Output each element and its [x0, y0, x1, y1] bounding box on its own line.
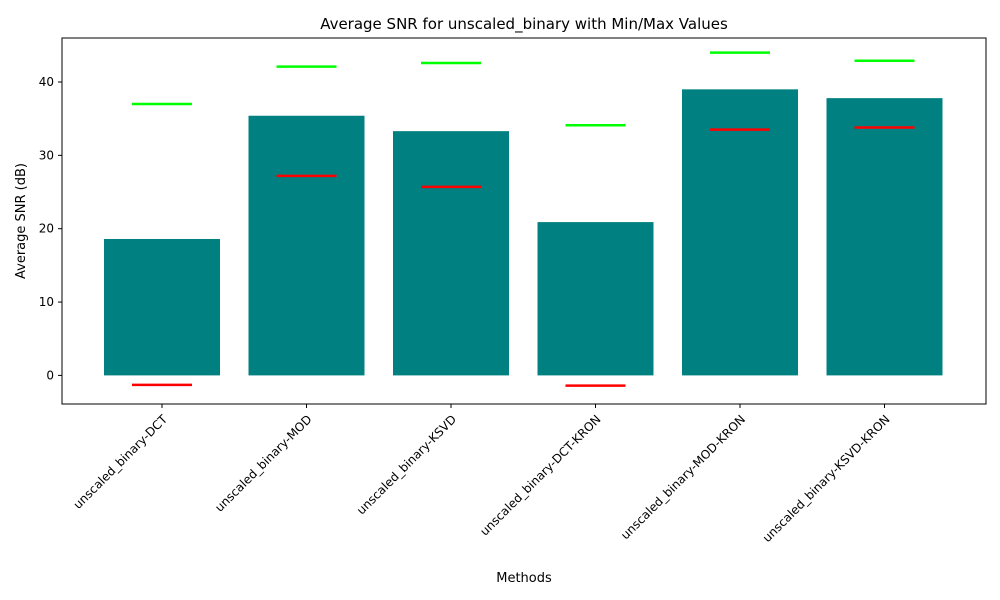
x-tick-label: unscaled_binary-DCT: [71, 412, 171, 512]
bar: [393, 131, 509, 376]
y-tick-label: 20: [39, 222, 54, 236]
x-tick-label: unscaled_binary-KSVD: [354, 412, 459, 517]
bar: [104, 238, 220, 376]
x-tick-label: unscaled_binary-MOD-KRON: [618, 412, 748, 542]
bar: [826, 98, 943, 376]
x-tick-label: unscaled_binary-DCT-KRON: [477, 412, 603, 538]
bars-layer: [104, 89, 943, 376]
x-tick-label: unscaled_binary-MOD: [212, 412, 314, 514]
minmax-markers: [132, 51, 915, 387]
y-tick-label: 10: [39, 295, 54, 309]
bar: [248, 115, 365, 376]
y-tick-label: 30: [39, 148, 54, 162]
x-axis: unscaled_binary-DCT unscaled_binary-MOD un…: [71, 404, 893, 545]
y-axis-label: Average SNR (dB): [14, 163, 29, 279]
x-axis-label: Methods: [496, 571, 552, 586]
bar: [537, 222, 654, 376]
y-axis: 0 10 20 30 40: [39, 75, 62, 382]
bar: [682, 89, 798, 376]
chart-title: Average SNR for unscaled_binary with Min…: [320, 15, 728, 34]
plot-frame: [61, 37, 987, 405]
x-tick-label: unscaled_binary-KSVD-KRON: [760, 412, 893, 545]
y-tick-label: 40: [39, 75, 54, 89]
y-tick-label: 0: [46, 368, 54, 382]
